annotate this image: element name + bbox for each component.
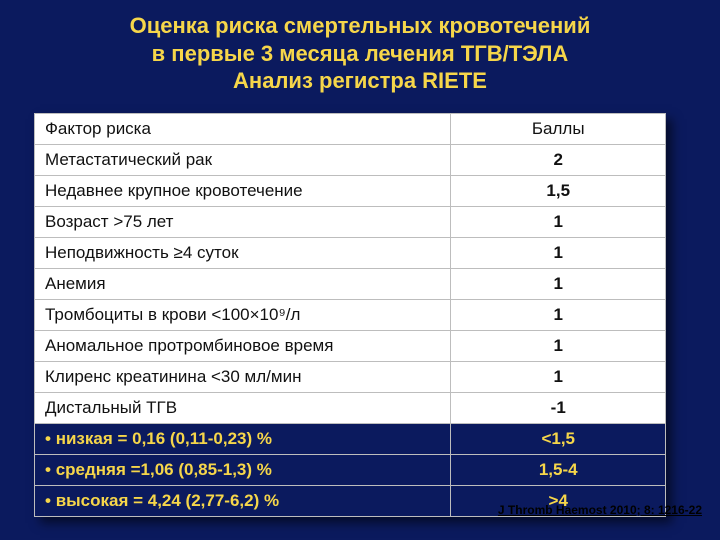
table-row: Метастатический рак 2	[35, 144, 666, 175]
table-row: Клиренс креатинина <30 мл/мин 1	[35, 361, 666, 392]
table-row: Возраст >75 лет 1	[35, 206, 666, 237]
title-line-1: Оценка риска смертельных кровотечений	[40, 12, 680, 40]
cell-factor: Возраст >75 лет	[35, 206, 451, 237]
cell-score: 1	[451, 206, 666, 237]
cell-score: -1	[451, 392, 666, 423]
cell-score: 1	[451, 237, 666, 268]
summary-label-text: средняя =1,06 (0,85-1,3) %	[56, 460, 272, 479]
cell-score: 1	[451, 268, 666, 299]
slide-title: Оценка риска смертельных кровотечений в …	[0, 12, 720, 105]
summary-range: <1,5	[451, 423, 666, 454]
citation-text: J Thromb Haemost 2010; 8: 1216-22	[498, 503, 702, 517]
bullet-icon	[45, 460, 56, 479]
bullet-icon	[45, 429, 56, 448]
table-row: Тромбоциты в крови <100×10⁹/л 1	[35, 299, 666, 330]
summary-label-text: высокая = 4,24 (2,77-6,2) %	[56, 491, 279, 510]
title-line-2: в первые 3 месяца лечения ТГВ/ТЭЛА	[40, 40, 680, 68]
summary-row: средняя =1,06 (0,85-1,3) % 1,5-4	[35, 454, 666, 485]
title-line-3: Анализ регистра RIETE	[40, 67, 680, 95]
cell-factor: Неподвижность ≥4 суток	[35, 237, 451, 268]
bullet-icon	[45, 491, 56, 510]
summary-label: средняя =1,06 (0,85-1,3) %	[35, 454, 451, 485]
table-body: Метастатический рак 2 Недавнее крупное к…	[35, 144, 666, 516]
cell-score: 1	[451, 361, 666, 392]
risk-table-wrap: Фактор риска Баллы Метастатический рак 2…	[34, 113, 666, 517]
table-row: Анемия 1	[35, 268, 666, 299]
summary-label: низкая = 0,16 (0,11-0,23) %	[35, 423, 451, 454]
cell-factor: Дистальный ТГВ	[35, 392, 451, 423]
table-header-row: Фактор риска Баллы	[35, 113, 666, 144]
header-factor: Фактор риска	[35, 113, 451, 144]
summary-label: высокая = 4,24 (2,77-6,2) %	[35, 485, 451, 516]
summary-row: низкая = 0,16 (0,11-0,23) % <1,5	[35, 423, 666, 454]
cell-score: 1	[451, 299, 666, 330]
risk-table: Фактор риска Баллы Метастатический рак 2…	[34, 113, 666, 517]
table-row: Недавнее крупное кровотечение 1,5	[35, 175, 666, 206]
slide: Оценка риска смертельных кровотечений в …	[0, 0, 720, 540]
cell-factor: Клиренс креатинина <30 мл/мин	[35, 361, 451, 392]
table-row: Аномальное протромбиновое время 1	[35, 330, 666, 361]
cell-factor: Тромбоциты в крови <100×10⁹/л	[35, 299, 451, 330]
summary-label-text: низкая = 0,16 (0,11-0,23) %	[56, 429, 272, 448]
cell-factor: Метастатический рак	[35, 144, 451, 175]
cell-score: 1,5	[451, 175, 666, 206]
cell-score: 2	[451, 144, 666, 175]
table-row: Дистальный ТГВ -1	[35, 392, 666, 423]
summary-range: 1,5-4	[451, 454, 666, 485]
table-row: Неподвижность ≥4 суток 1	[35, 237, 666, 268]
cell-factor: Анемия	[35, 268, 451, 299]
cell-score: 1	[451, 330, 666, 361]
cell-factor: Аномальное протромбиновое время	[35, 330, 451, 361]
cell-factor: Недавнее крупное кровотечение	[35, 175, 451, 206]
header-score: Баллы	[451, 113, 666, 144]
